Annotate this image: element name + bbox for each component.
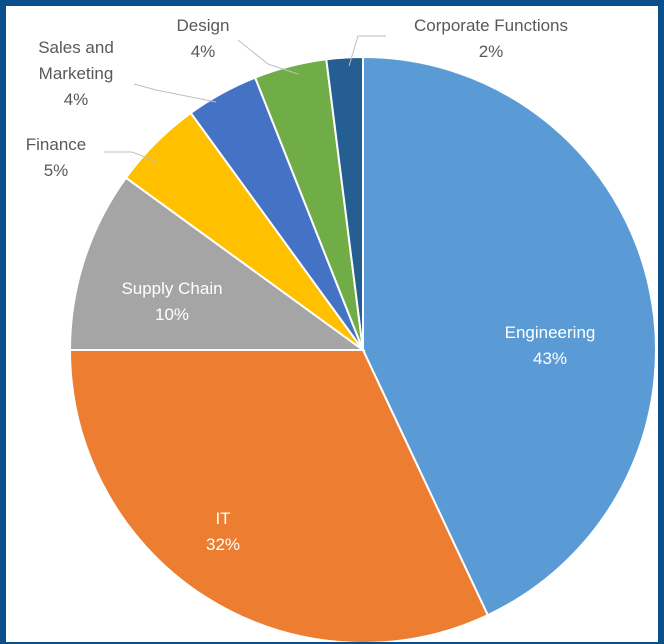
slice-category-label: Marketing [39, 64, 114, 83]
pie-slice-it [68, 349, 490, 642]
slice-category-label: Engineering [505, 323, 596, 342]
slice-percent-label: 5% [44, 161, 69, 180]
slice-category-label: Sales and [38, 38, 114, 57]
slice-percent-label: 32% [206, 535, 240, 554]
leader-lines [104, 35, 386, 163]
pie-slice-supply-chain [68, 176, 367, 351]
slice-category-label: Supply Chain [121, 279, 222, 298]
pie-slice-corporate-functions [325, 55, 364, 351]
leader-line [348, 35, 386, 67]
slice-percent-label: 43% [533, 349, 567, 368]
slice-category-label: IT [215, 509, 230, 528]
slice-percent-label: 2% [479, 42, 504, 61]
slice-percent-label: 4% [191, 42, 216, 61]
slice-percent-label: 10% [155, 305, 189, 324]
pie-slices [68, 55, 657, 642]
slice-category-label: Finance [26, 135, 86, 154]
slice-labels: Engineering 43% IT 32% Supply Chain 10% Financ… [26, 16, 596, 554]
slice-percent-label: 4% [64, 90, 89, 109]
leader-line [104, 151, 159, 163]
leader-line [237, 39, 299, 75]
leader-line [133, 83, 217, 103]
pie-slice-engineering [362, 55, 657, 617]
pie-chart: Engineering 43% IT 32% Supply Chain 10% Financ… [26, 16, 657, 642]
chart-frame: Engineering 43% IT 32% Supply Chain 10% Financ… [6, 6, 658, 642]
slice-category-label: Corporate Functions [414, 16, 568, 35]
slice-category-label: Design [177, 16, 230, 35]
